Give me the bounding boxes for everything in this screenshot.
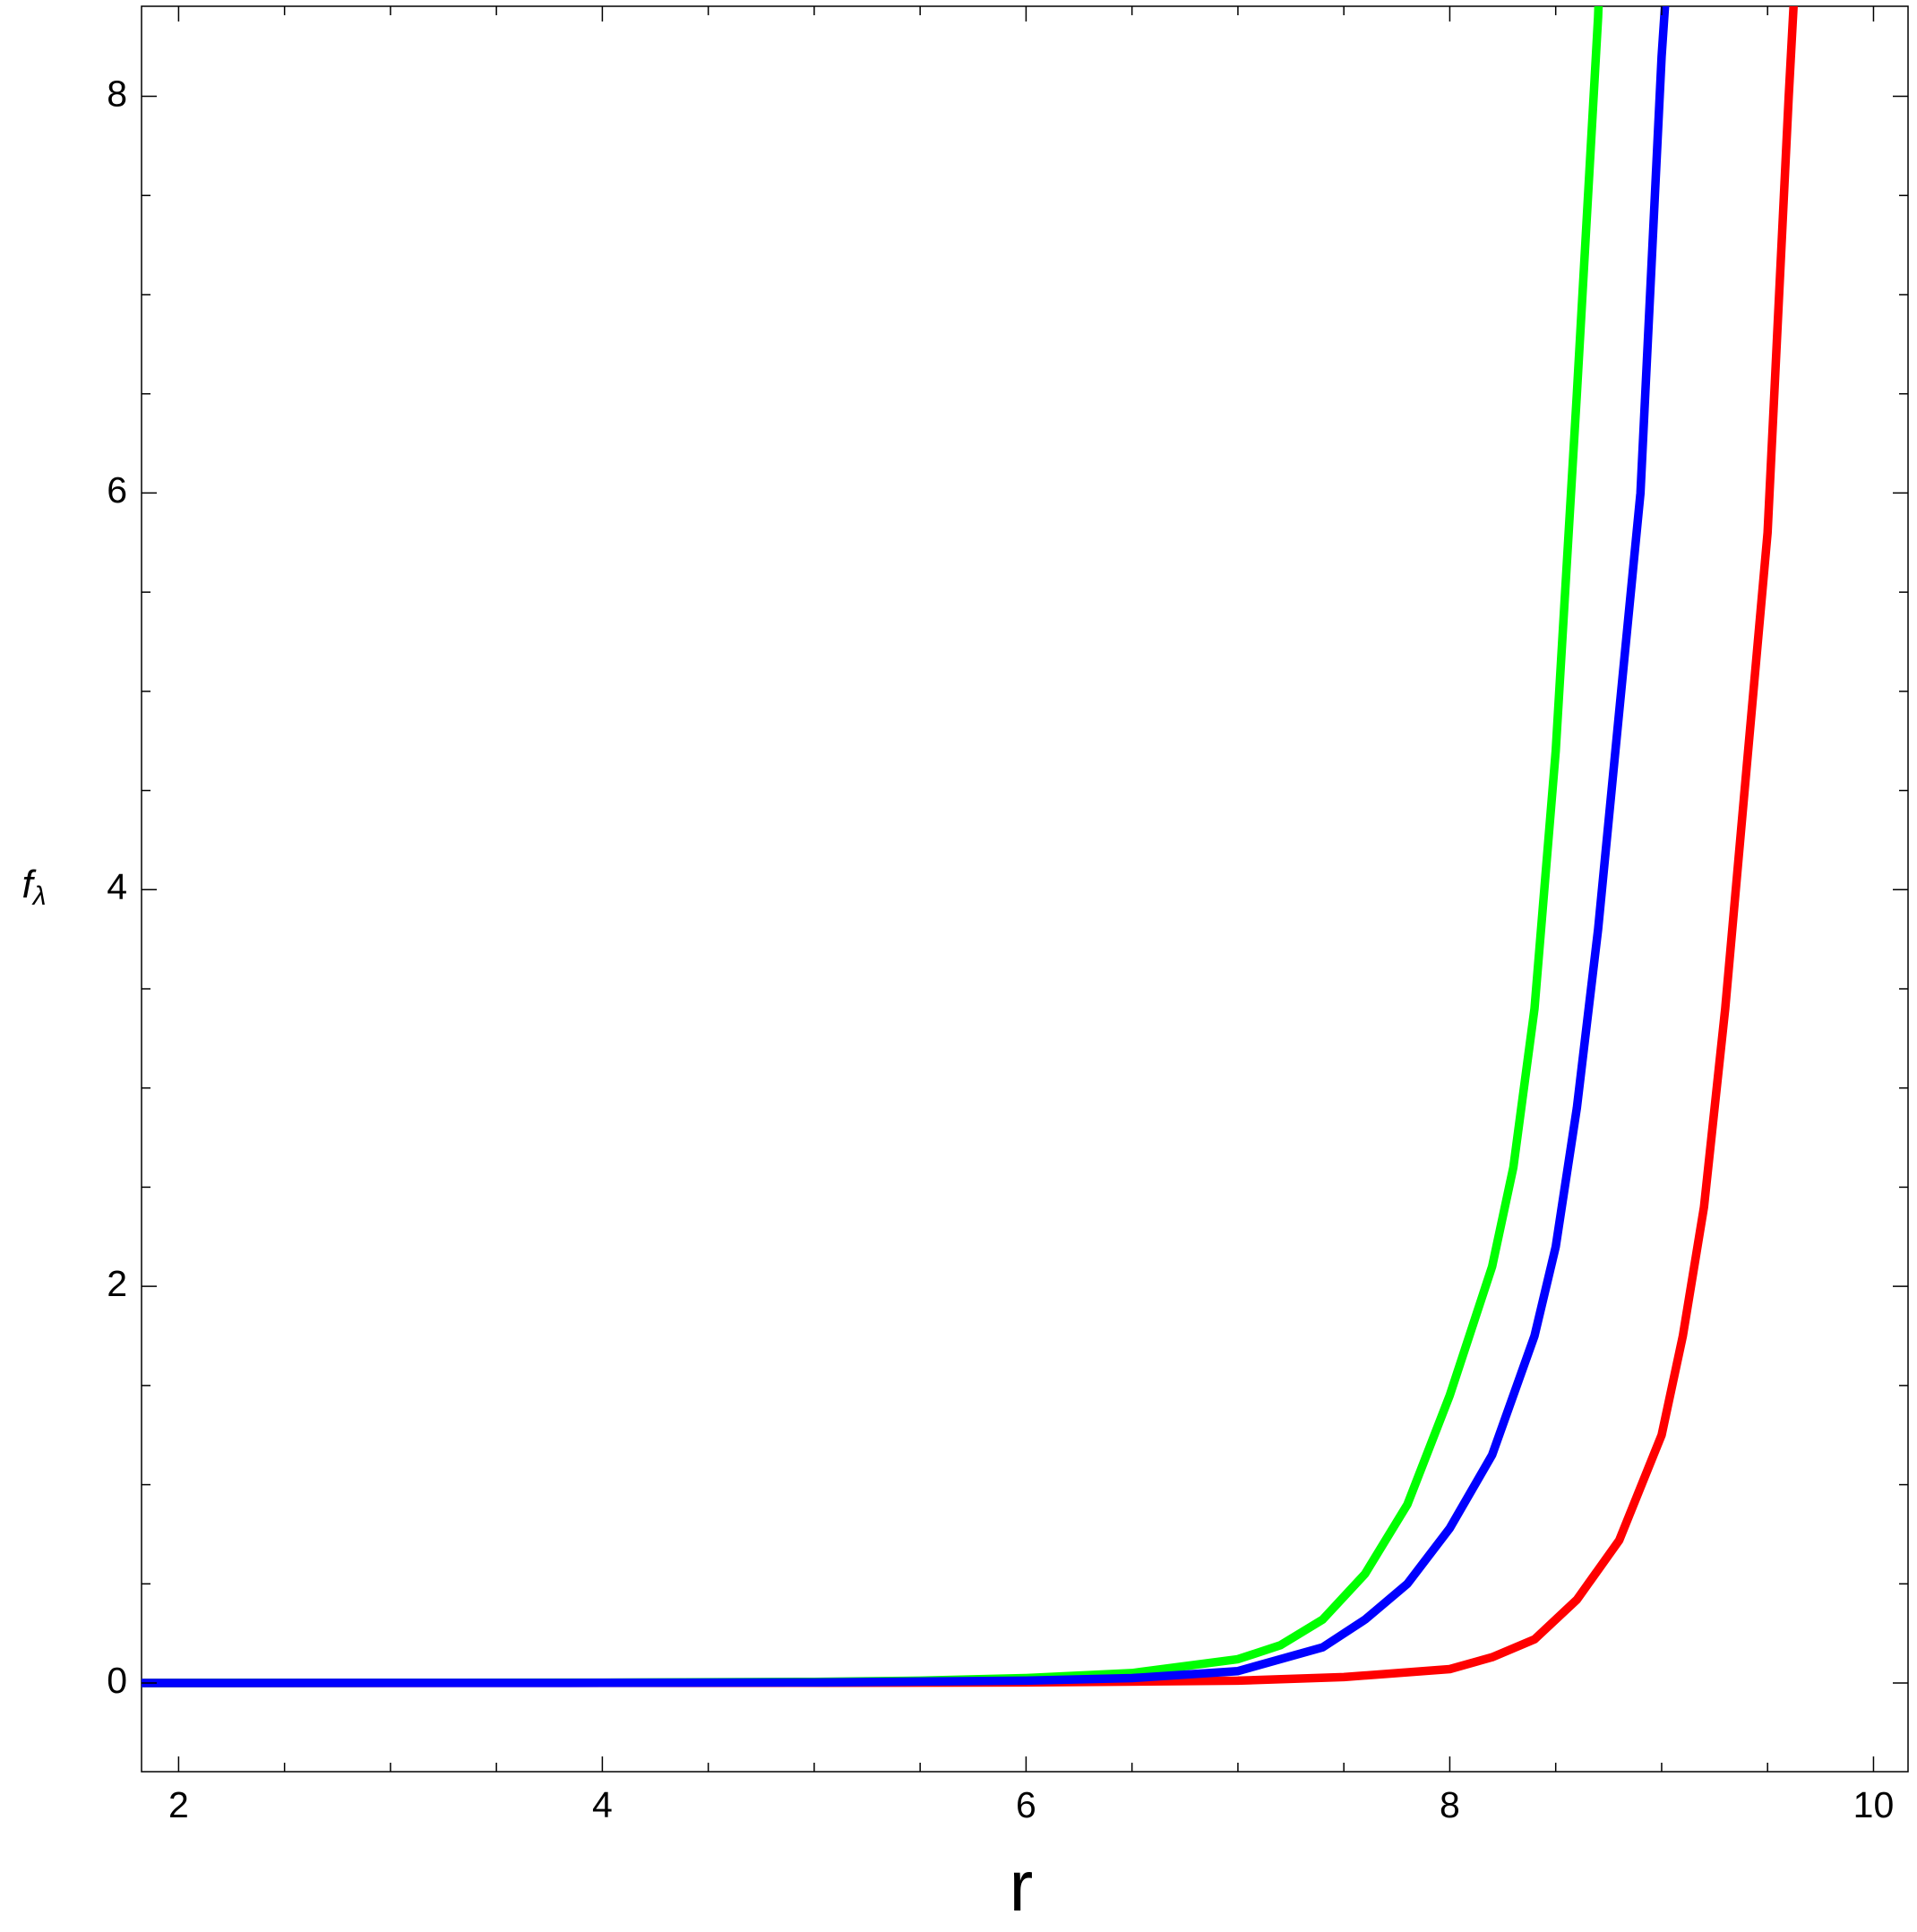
series-line — [142, 6, 1798, 1687]
y-tick-label: 0 — [107, 1660, 127, 1701]
x-tick-label: 4 — [592, 1784, 613, 1825]
y-tick-label: 4 — [107, 866, 127, 907]
series-line — [142, 6, 1670, 1687]
y-tick-label: 6 — [107, 469, 127, 511]
x-tick-label: 10 — [1853, 1784, 1895, 1825]
x-tick-label: 8 — [1440, 1784, 1460, 1825]
x-tick-label: 2 — [168, 1784, 189, 1825]
x-axis-label: r — [1010, 1846, 1034, 1926]
y-tick-label: 8 — [107, 73, 127, 114]
x-tick-label: 6 — [1016, 1784, 1036, 1825]
curves — [142, 6, 1798, 1687]
y-axis-label-subscript: λ — [31, 881, 47, 911]
plot-frame — [141, 5, 1909, 1773]
y-tick-label: 2 — [107, 1263, 127, 1304]
y-axis-label: fλ — [22, 863, 47, 911]
